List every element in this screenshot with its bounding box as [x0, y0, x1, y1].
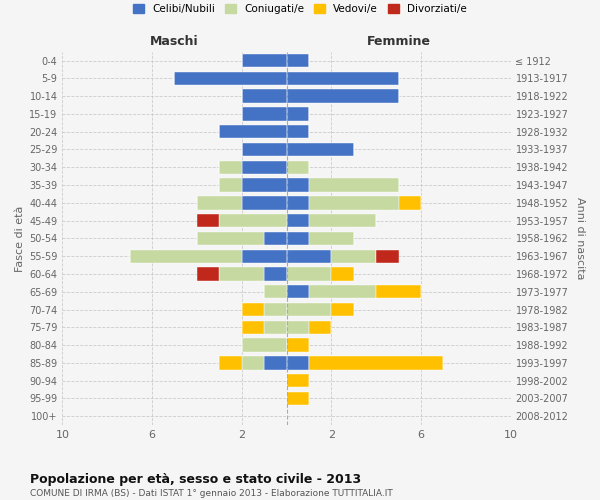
- Bar: [175, 72, 287, 85]
- Bar: [242, 303, 264, 316]
- Bar: [242, 54, 287, 67]
- Bar: [287, 392, 309, 405]
- Bar: [376, 250, 398, 263]
- Bar: [264, 268, 287, 280]
- Bar: [219, 356, 242, 370]
- Bar: [287, 268, 331, 280]
- Bar: [287, 72, 398, 85]
- Bar: [242, 250, 287, 263]
- Bar: [376, 285, 421, 298]
- Bar: [287, 160, 309, 174]
- Bar: [242, 160, 287, 174]
- Bar: [287, 54, 309, 67]
- Y-axis label: Anni di nascita: Anni di nascita: [575, 197, 585, 280]
- Bar: [130, 250, 242, 263]
- Text: COMUNE DI IRMA (BS) - Dati ISTAT 1° gennaio 2013 - Elaborazione TUTTITALIA.IT: COMUNE DI IRMA (BS) - Dati ISTAT 1° genn…: [30, 489, 393, 498]
- Bar: [309, 320, 331, 334]
- Bar: [242, 196, 287, 209]
- Bar: [287, 232, 309, 245]
- Bar: [219, 214, 287, 228]
- Bar: [219, 125, 287, 138]
- Bar: [219, 268, 264, 280]
- Bar: [197, 214, 219, 228]
- Bar: [197, 196, 242, 209]
- Bar: [287, 196, 309, 209]
- Bar: [219, 178, 242, 192]
- Text: Femmine: Femmine: [367, 35, 431, 48]
- Bar: [287, 303, 331, 316]
- Bar: [242, 90, 287, 103]
- Bar: [309, 285, 376, 298]
- Bar: [331, 268, 354, 280]
- Bar: [331, 250, 376, 263]
- Bar: [287, 285, 309, 298]
- Bar: [264, 303, 287, 316]
- Bar: [264, 320, 287, 334]
- Bar: [287, 125, 309, 138]
- Bar: [242, 320, 264, 334]
- Bar: [287, 374, 309, 388]
- Legend: Celibi/Nubili, Coniugati/e, Vedovi/e, Divorziati/e: Celibi/Nubili, Coniugati/e, Vedovi/e, Di…: [129, 0, 471, 18]
- Bar: [309, 232, 354, 245]
- Bar: [287, 178, 309, 192]
- Text: Maschi: Maschi: [150, 35, 199, 48]
- Bar: [287, 90, 398, 103]
- Bar: [197, 232, 264, 245]
- Bar: [287, 320, 309, 334]
- Bar: [264, 356, 287, 370]
- Bar: [287, 356, 309, 370]
- Bar: [264, 232, 287, 245]
- Bar: [287, 107, 309, 120]
- Bar: [287, 338, 309, 352]
- Bar: [242, 356, 264, 370]
- Bar: [242, 143, 287, 156]
- Bar: [331, 303, 354, 316]
- Bar: [309, 356, 443, 370]
- Text: Popolazione per età, sesso e stato civile - 2013: Popolazione per età, sesso e stato civil…: [30, 472, 361, 486]
- Bar: [309, 214, 376, 228]
- Bar: [197, 268, 219, 280]
- Y-axis label: Fasce di età: Fasce di età: [15, 205, 25, 272]
- Bar: [264, 285, 287, 298]
- Bar: [309, 196, 398, 209]
- Bar: [242, 338, 287, 352]
- Bar: [287, 214, 309, 228]
- Bar: [287, 250, 331, 263]
- Bar: [287, 143, 354, 156]
- Bar: [242, 107, 287, 120]
- Bar: [242, 178, 287, 192]
- Bar: [398, 196, 421, 209]
- Bar: [309, 178, 398, 192]
- Bar: [219, 160, 242, 174]
